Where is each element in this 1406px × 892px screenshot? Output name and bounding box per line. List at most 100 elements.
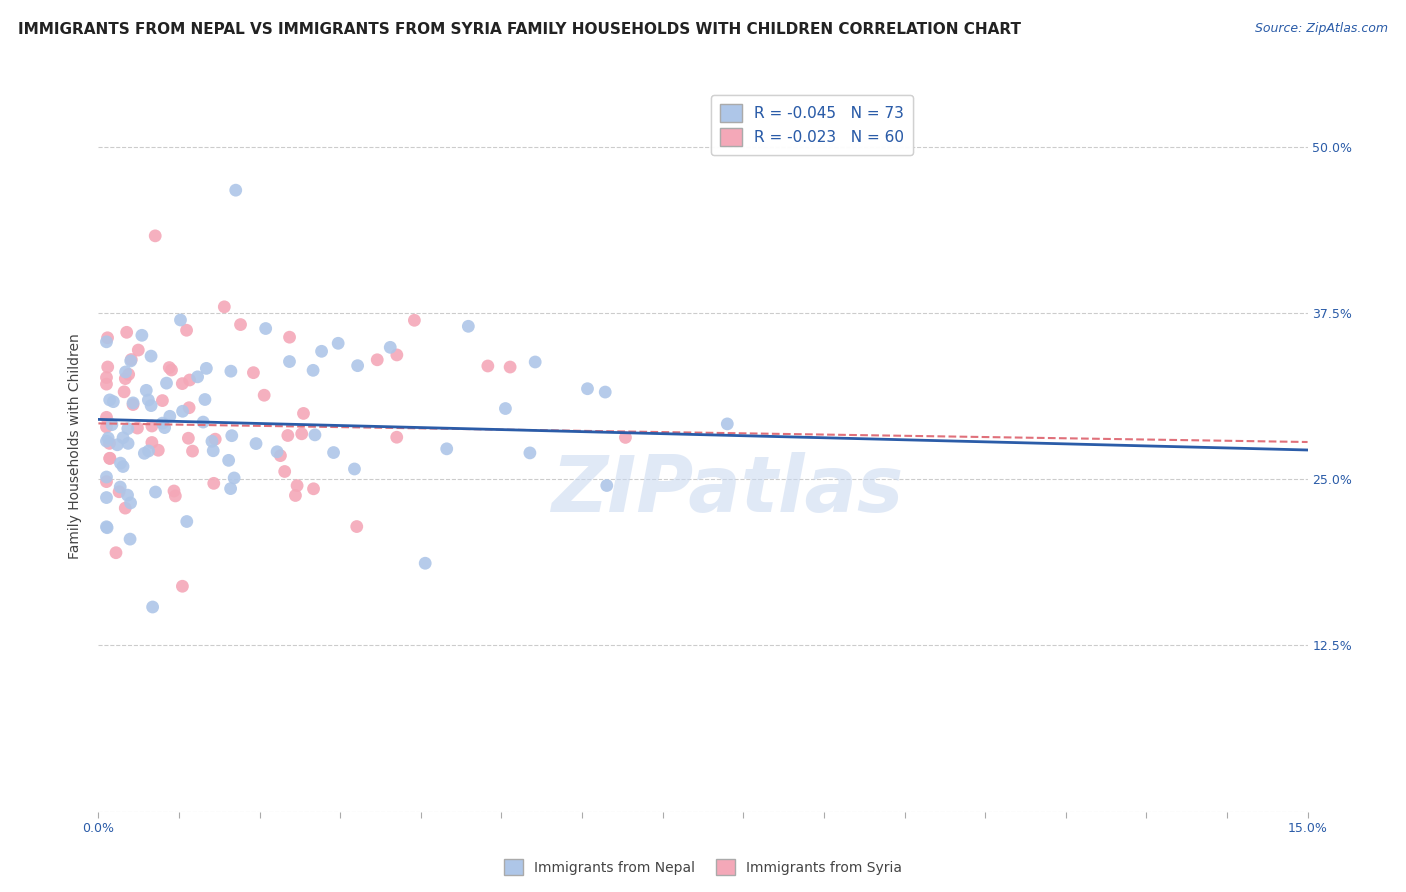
Point — [302, 363, 325, 377]
Point — [139, 399, 162, 413]
Point — [96, 420, 118, 434]
Point — [159, 409, 181, 424]
Point — [122, 396, 145, 410]
Point — [98, 451, 121, 466]
Point — [134, 446, 156, 460]
Point — [596, 478, 619, 492]
Point — [214, 300, 236, 314]
Text: ZIPatlas: ZIPatlas — [551, 452, 903, 528]
Point — [593, 385, 616, 400]
Point — [96, 470, 118, 484]
Point — [457, 319, 479, 334]
Point — [120, 496, 142, 510]
Point — [219, 482, 242, 496]
Point — [103, 394, 125, 409]
Point — [229, 318, 252, 332]
Point — [160, 363, 183, 377]
Point — [141, 419, 163, 434]
Point — [98, 436, 121, 450]
Text: Source: ZipAtlas.com: Source: ZipAtlas.com — [1254, 22, 1388, 36]
Point — [131, 328, 153, 343]
Point — [152, 416, 174, 430]
Point — [524, 355, 547, 369]
Legend: R = -0.045   N = 73, R = -0.023   N = 60: R = -0.045 N = 73, R = -0.023 N = 60 — [711, 95, 912, 155]
Point — [98, 392, 121, 407]
Point — [96, 410, 118, 425]
Point — [322, 445, 344, 459]
Point — [302, 482, 325, 496]
Point — [157, 360, 180, 375]
Point — [277, 428, 299, 442]
Point — [96, 370, 118, 384]
Point — [385, 430, 408, 444]
Point — [110, 480, 132, 494]
Point — [194, 392, 217, 407]
Point — [172, 376, 194, 391]
Point — [304, 428, 326, 442]
Point — [96, 475, 118, 489]
Point — [202, 443, 225, 458]
Point — [96, 331, 118, 345]
Point — [346, 519, 368, 533]
Point — [436, 442, 458, 456]
Point — [218, 453, 240, 467]
Point — [366, 352, 388, 367]
Point — [499, 359, 522, 374]
Point — [127, 343, 149, 357]
Point — [148, 443, 170, 458]
Point — [104, 546, 127, 560]
Point — [108, 484, 131, 499]
Point — [494, 401, 516, 416]
Point — [165, 489, 187, 503]
Point — [380, 340, 402, 354]
Point — [120, 532, 142, 546]
Point — [117, 488, 139, 502]
Point — [269, 449, 291, 463]
Point — [122, 398, 145, 412]
Point — [181, 444, 204, 458]
Point — [346, 359, 368, 373]
Point — [413, 556, 436, 570]
Point — [112, 459, 135, 474]
Point — [127, 421, 149, 435]
Point — [96, 377, 118, 392]
Point — [195, 361, 218, 376]
Point — [118, 368, 141, 382]
Point — [254, 321, 277, 335]
Point — [224, 471, 246, 485]
Point — [98, 451, 121, 466]
Point — [155, 376, 177, 391]
Point — [204, 432, 226, 446]
Point — [614, 430, 637, 444]
Point — [141, 435, 163, 450]
Point — [96, 520, 118, 534]
Point — [138, 444, 160, 458]
Point — [292, 406, 315, 420]
Point — [245, 436, 267, 450]
Point — [112, 384, 135, 399]
Point — [284, 488, 307, 502]
Point — [163, 483, 186, 498]
Point — [404, 313, 426, 327]
Point — [101, 417, 124, 432]
Point — [311, 344, 333, 359]
Point — [120, 352, 142, 367]
Point — [114, 501, 136, 516]
Point — [343, 462, 366, 476]
Point — [145, 485, 167, 500]
Point — [96, 434, 118, 449]
Point — [114, 371, 136, 385]
Point — [179, 373, 201, 387]
Point — [172, 579, 194, 593]
Point — [112, 431, 135, 445]
Point — [97, 431, 120, 445]
Point — [152, 393, 174, 408]
Point — [219, 364, 242, 378]
Point — [153, 420, 176, 434]
Point — [176, 323, 198, 337]
Point — [221, 428, 243, 442]
Point — [716, 417, 738, 431]
Text: IMMIGRANTS FROM NEPAL VS IMMIGRANTS FROM SYRIA FAMILY HOUSEHOLDS WITH CHILDREN C: IMMIGRANTS FROM NEPAL VS IMMIGRANTS FROM… — [18, 22, 1021, 37]
Point — [291, 426, 314, 441]
Point — [177, 401, 200, 415]
